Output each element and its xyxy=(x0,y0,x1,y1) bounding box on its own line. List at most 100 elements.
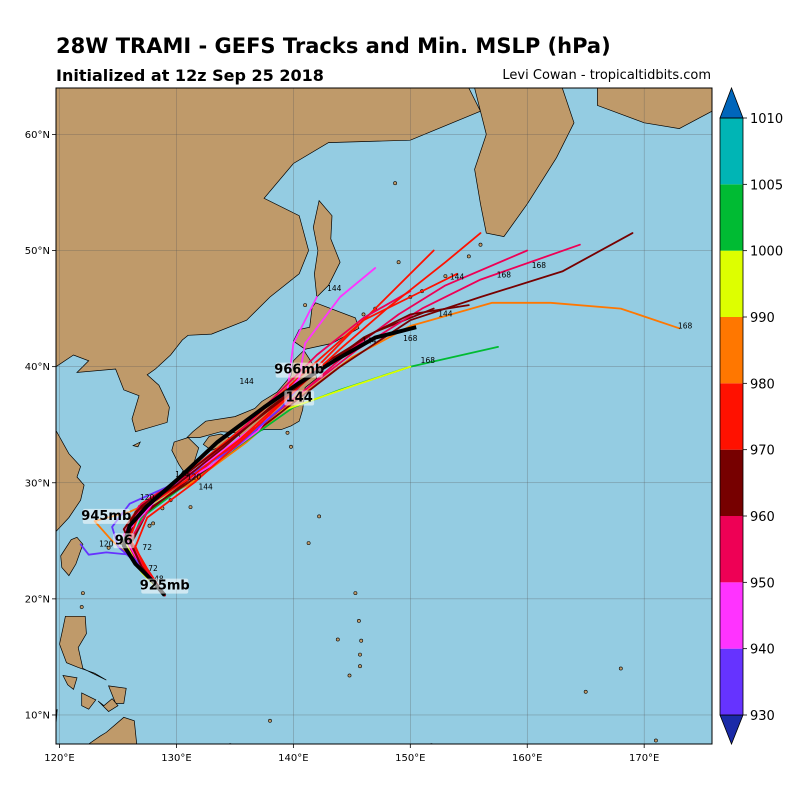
islet-12 xyxy=(306,541,311,546)
mean-track-line xyxy=(121,325,417,597)
islet-10 xyxy=(289,444,293,449)
hour-label: 72 xyxy=(142,543,152,552)
lon-tick-label: 140°E xyxy=(278,753,308,764)
colorbar-lower-extension xyxy=(719,714,744,746)
colorbar-level-label: 980 xyxy=(750,377,775,392)
lon-tick-label: 120°E xyxy=(44,753,74,764)
hour-label: 120 xyxy=(187,472,202,481)
annotation-label: 96 xyxy=(115,533,133,548)
islet-9 xyxy=(285,430,290,435)
hour-label: 144 xyxy=(362,336,377,345)
hour-label: 120 xyxy=(140,493,155,502)
islet-21 xyxy=(268,718,272,723)
colorbar-level-label: 970 xyxy=(750,444,775,459)
hour-label: 168 xyxy=(497,270,512,279)
hour-label: 168 xyxy=(421,356,436,365)
islet-28 xyxy=(393,181,398,186)
islet-19 xyxy=(335,637,340,642)
islet-15 xyxy=(347,673,352,678)
islet-3 xyxy=(147,523,152,528)
lat-tick-label: 40°N xyxy=(25,362,50,373)
land-taiwan xyxy=(60,536,84,577)
chart-title: 28W TRAMI - GEFS Tracks and Min. MSLP (h… xyxy=(56,34,611,58)
lon-tick-label: 170°E xyxy=(629,753,659,764)
land-korea-south-coast xyxy=(132,441,141,448)
map-frame xyxy=(55,87,713,745)
land-luzon xyxy=(59,615,107,681)
annotation-box xyxy=(82,508,130,524)
lat-tick-label: 10°N xyxy=(25,710,50,721)
lat-tick-label: 20°N xyxy=(25,594,50,605)
islet-0 xyxy=(188,505,193,510)
islet-13 xyxy=(358,652,362,657)
ensemble-mean-track xyxy=(121,325,417,597)
land-samar xyxy=(108,685,127,704)
credit-text: Levi Cowan - tropicaltidbits.com xyxy=(502,68,711,83)
land-panay xyxy=(81,692,97,710)
islet-17 xyxy=(356,619,361,623)
latitude-axis: 10°N 20°N 30°N 40°N 50°N 60°N xyxy=(25,130,56,721)
islet-18 xyxy=(353,591,358,596)
annotation-label: 966mb xyxy=(274,363,324,378)
colorbar-segment xyxy=(720,648,743,715)
lat-tick-label: 50°N xyxy=(25,246,50,257)
colorbar-segment xyxy=(720,317,743,384)
hour-label: 144 xyxy=(239,377,254,386)
annotation-box xyxy=(275,362,323,378)
lon-tick-label: 160°E xyxy=(512,753,542,764)
annotation-box xyxy=(284,390,315,406)
hour-label: 144 xyxy=(450,273,465,282)
islet-25 xyxy=(618,666,623,671)
annotation-label: 925mb xyxy=(140,579,190,594)
annotation-box xyxy=(113,533,135,549)
colorbar-level-label: 1000 xyxy=(750,245,783,260)
annotation-box xyxy=(141,578,189,594)
islet-2 xyxy=(151,521,156,526)
land-kamchatka xyxy=(474,88,575,237)
colorbar-segment xyxy=(720,383,743,450)
lon-tick-label: 130°E xyxy=(161,753,191,764)
annotation-label: 945mb xyxy=(81,509,131,524)
hour-label: 144 xyxy=(175,470,190,479)
hour-label: 120 xyxy=(99,540,114,549)
islet-29 xyxy=(396,260,401,265)
colorbar-level-label: 960 xyxy=(750,510,775,525)
colorbar-level-label: 930 xyxy=(750,709,775,724)
hour-label: 144 xyxy=(327,284,342,293)
land-leyte-cebu xyxy=(97,698,119,712)
pressure-colorbar: 930 940 950 960 970 980 990 1000 1005 1010 xyxy=(719,86,783,746)
land-alaska xyxy=(597,88,712,129)
colorbar-level-label: 990 xyxy=(750,311,775,326)
initialization-subtitle: Initialized at 12z Sep 25 2018 xyxy=(56,66,324,85)
hour-label: 168 xyxy=(678,321,693,330)
colorbar-segment xyxy=(720,250,743,317)
colorbar-level-label: 950 xyxy=(750,576,775,591)
forecast-hour-labels: 1681681681681681441441441441441441441201… xyxy=(99,261,692,583)
colorbar-segment xyxy=(720,582,743,649)
colorbar-level-label: 1010 xyxy=(750,112,783,127)
islet-31 xyxy=(443,274,448,279)
islet-35 xyxy=(361,312,366,317)
colorbar-level-label: 1005 xyxy=(750,178,783,193)
lon-tick-label: 150°E xyxy=(395,753,425,764)
islet-4 xyxy=(106,545,111,550)
islet-24 xyxy=(654,738,658,743)
gridlines xyxy=(56,88,712,744)
lat-tick-label: 30°N xyxy=(25,478,50,489)
ensemble-track-9 xyxy=(122,267,377,597)
colorbar-level-label: 940 xyxy=(750,643,775,658)
hour-label: 168 xyxy=(532,261,547,270)
hour-label: 144 xyxy=(199,483,214,492)
colorbar-segment xyxy=(720,449,743,516)
lat-tick-label: 60°N xyxy=(25,130,50,141)
islet-23 xyxy=(583,689,588,694)
colorbar-upper-extension xyxy=(719,86,744,119)
colorbar-frame xyxy=(719,117,744,716)
islet-11 xyxy=(317,514,322,519)
colorbar-segment xyxy=(720,118,743,185)
islet-26 xyxy=(81,591,85,596)
islet-33 xyxy=(478,242,483,247)
annotation-label: 144 xyxy=(286,390,313,405)
map-annotations: 945mb 96 925mb 966mb 144 xyxy=(81,362,324,594)
